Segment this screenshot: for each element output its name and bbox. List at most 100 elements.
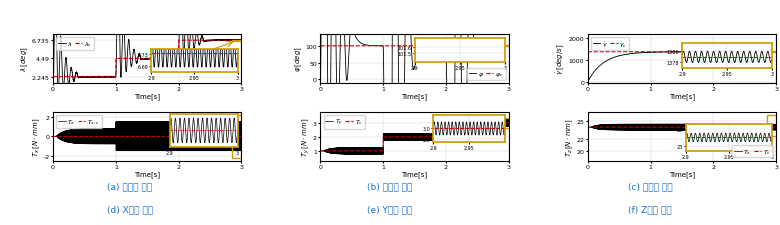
$\dot{\gamma}_c$	[654, 51, 664, 54]
$T_c$	[628, 126, 637, 129]
X-axis label: Time[s]: Time[s]	[134, 171, 160, 178]
$\varphi_c$	[400, 45, 410, 48]
Line: $\varphi$: $\varphi$	[321, 0, 509, 225]
$T_x$	[133, 149, 142, 152]
$T_z$	[770, 124, 779, 127]
X-axis label: Time[s]: Time[s]	[134, 93, 160, 100]
$T_z$	[668, 129, 677, 131]
$\lambda_c$	[119, 58, 129, 61]
$\varphi$	[360, 44, 370, 47]
Y-axis label: $\lambda\,[deg]$: $\lambda\,[deg]$	[20, 46, 30, 72]
$T_c$	[360, 150, 370, 153]
Bar	[499, 46, 511, 47]
$\lambda$	[93, 76, 102, 79]
$\lambda$	[236, 40, 246, 42]
$\dot{\gamma}$	[668, 51, 677, 54]
$T_x$	[93, 140, 102, 143]
Line: $\dot{\gamma}$: $\dot{\gamma}$	[588, 52, 776, 82]
Legend: $T_z$, $T_c$: $T_z$, $T_c$	[732, 145, 773, 158]
Y-axis label: $T_z\,[N\cdot mm]$: $T_z\,[N\cdot mm]$	[565, 117, 575, 156]
$\lambda$	[133, 60, 142, 63]
$T_y$	[361, 152, 370, 155]
$\varphi_c$	[361, 45, 370, 48]
Bar	[232, 115, 243, 158]
$\lambda_c$	[92, 76, 101, 79]
Legend: $\lambda$, $\lambda_c$: $\lambda$, $\lambda_c$	[56, 38, 94, 51]
$T_x$	[236, 135, 246, 138]
$\varphi$	[400, 51, 410, 54]
$T_c$	[441, 122, 451, 125]
$\varphi$	[360, 44, 369, 47]
$\dot{\gamma}$	[628, 53, 637, 56]
$T_z$	[583, 126, 593, 129]
$\varphi$	[502, 45, 512, 48]
$\dot{\gamma}_c$	[628, 51, 637, 54]
$\lambda_c$	[236, 40, 246, 42]
$T_c$	[400, 136, 410, 139]
X-axis label: Time[s]: Time[s]	[669, 93, 695, 100]
$\dot{\gamma}$	[771, 51, 780, 54]
Legend: $\dot{\gamma}$, $\dot{\gamma}_c$: $\dot{\gamma}$, $\dot{\gamma}_c$	[591, 38, 629, 51]
Bar	[499, 119, 511, 128]
Y-axis label: $T_x\,[N\cdot mm]$: $T_x\,[N\cdot mm]$	[31, 117, 42, 156]
$T_y$	[378, 153, 388, 156]
Text: (b) 기울임 방향: (b) 기울임 방향	[367, 181, 413, 190]
Text: (c) 축회전 속도: (c) 축회전 속도	[628, 181, 672, 190]
$\varphi$	[361, 44, 370, 47]
$\varphi$	[316, 79, 325, 81]
$\dot{\gamma}_c$	[770, 51, 779, 54]
$T_x$	[112, 121, 121, 124]
$\dot{\gamma}_c$	[668, 51, 677, 54]
Legend: $\varphi$, $\varphi_c$: $\varphi$, $\varphi_c$	[466, 69, 505, 80]
$T_c$	[504, 122, 513, 125]
$\varphi_c$	[316, 45, 325, 48]
$T_y$	[400, 137, 410, 140]
$\lambda$	[94, 76, 104, 79]
Line: $T_x$: $T_x$	[53, 122, 241, 151]
X-axis label: Time[s]: Time[s]	[669, 171, 695, 178]
$T_y$	[504, 122, 513, 125]
$\lambda_c$	[174, 40, 183, 42]
$T_c$	[770, 126, 779, 129]
$\varphi_c$	[360, 45, 370, 48]
$T_x$	[174, 150, 183, 153]
$T_c$	[316, 150, 325, 153]
Legend: $T_y$, $T_c$: $T_y$, $T_c$	[324, 115, 364, 129]
$T_c$	[627, 126, 636, 129]
Y-axis label: $T_y\,[N\cdot mm]$: $T_y\,[N\cdot mm]$	[300, 117, 311, 156]
$T_c$	[583, 126, 593, 129]
$\dot{\gamma}_c$	[627, 51, 636, 54]
Text: (e) Y방향 토크: (e) Y방향 토크	[367, 205, 413, 214]
$\lambda$	[92, 76, 101, 79]
$T_{x,c}$	[48, 135, 58, 138]
Line: $T_c$: $T_c$	[321, 124, 509, 151]
$T_x$	[119, 148, 129, 151]
$\lambda_c$	[94, 76, 104, 79]
$T_z$	[629, 128, 638, 131]
$T_y$	[316, 150, 325, 153]
Line: $\lambda$: $\lambda$	[53, 0, 241, 96]
Y-axis label: $\varphi\,[deg]$: $\varphi\,[deg]$	[293, 46, 304, 72]
$T_c$	[387, 136, 396, 139]
Y-axis label: $\dot{\gamma}\,[deg/s]$: $\dot{\gamma}\,[deg/s]$	[555, 43, 567, 75]
Bar	[767, 115, 778, 137]
$\dot{\gamma}$	[770, 51, 779, 54]
$\dot{\gamma}_c$	[629, 51, 638, 54]
$T_x$	[236, 140, 245, 142]
$\lambda$	[119, 24, 129, 27]
$T_x$	[48, 135, 58, 138]
$\varphi_c$	[360, 45, 369, 48]
$T_y$	[502, 120, 512, 123]
Bar	[767, 52, 778, 53]
$\varphi_c$	[504, 45, 513, 48]
Text: (d) X방향 토크: (d) X방향 토크	[107, 205, 153, 214]
$T_c$	[629, 126, 638, 129]
$\dot{\gamma}$	[629, 53, 638, 55]
$\lambda_c$	[93, 76, 102, 79]
$T_c$	[654, 126, 664, 129]
$\lambda_c$	[236, 40, 245, 42]
$T_x$	[92, 135, 101, 138]
Legend: $T_x$, $T_{x,c}$: $T_x$, $T_{x,c}$	[56, 115, 102, 128]
$T_y$	[360, 147, 369, 149]
$T_c$	[668, 126, 677, 129]
